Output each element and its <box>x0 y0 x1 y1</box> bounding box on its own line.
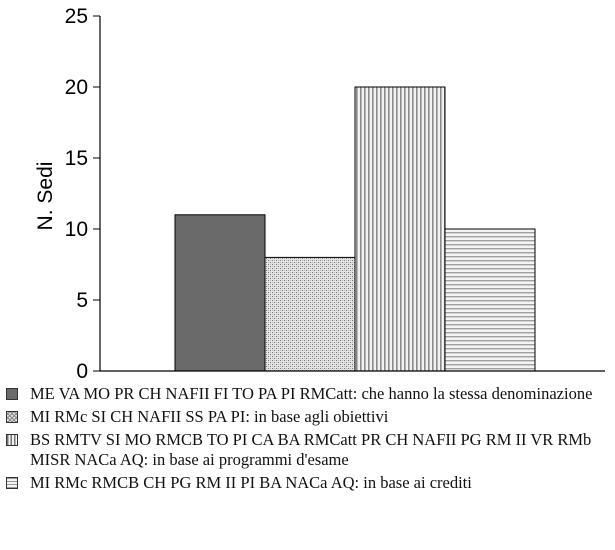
y-tick-label: 0 <box>76 360 88 380</box>
chart-legend: ME VA MO PR CH NAFII FI TO PA PI RMCatt:… <box>4 384 612 496</box>
bar-1 <box>174 214 266 372</box>
y-tick-label: 20 <box>65 76 88 99</box>
legend-label: MI RMc SI CH NAFII SS PA PI: in base agl… <box>30 407 389 426</box>
legend-swatch <box>6 434 18 446</box>
legend-item: MI RMc SI CH NAFII SS PA PI: in base agl… <box>4 407 612 427</box>
legend-item: BS RMTV SI MO RMCB TO PI CA BA RMCatt PR… <box>4 430 612 470</box>
bar-2 <box>264 256 356 372</box>
bar-3 <box>354 86 446 372</box>
bar-chart: 0 5 10 15 20 25 N. Sedi <box>34 5 605 380</box>
bars-group <box>174 86 536 372</box>
bar-4 <box>444 228 536 372</box>
y-axis-ticks: 0 5 10 15 20 25 <box>65 5 100 380</box>
legend-label: BS RMTV SI MO RMCB TO PI CA BA RMCatt PR… <box>30 430 592 469</box>
legend-swatch <box>6 411 18 423</box>
legend-label: ME VA MO PR CH NAFII FI TO PA PI RMCatt:… <box>30 384 593 403</box>
y-axis-title: N. Sedi <box>34 162 57 231</box>
legend-swatch <box>6 477 18 489</box>
y-tick-label: 10 <box>65 218 88 241</box>
legend-item: MI RMc RMCB CH PG RM II PI BA NACa AQ: i… <box>4 473 612 493</box>
legend-item: ME VA MO PR CH NAFII FI TO PA PI RMCatt:… <box>4 384 612 404</box>
legend-swatch <box>6 388 18 400</box>
y-tick-label: 5 <box>76 289 88 312</box>
y-tick-label: 15 <box>65 147 88 170</box>
legend-label: MI RMc RMCB CH PG RM II PI BA NACa AQ: i… <box>30 473 472 492</box>
y-tick-label: 25 <box>65 5 88 28</box>
